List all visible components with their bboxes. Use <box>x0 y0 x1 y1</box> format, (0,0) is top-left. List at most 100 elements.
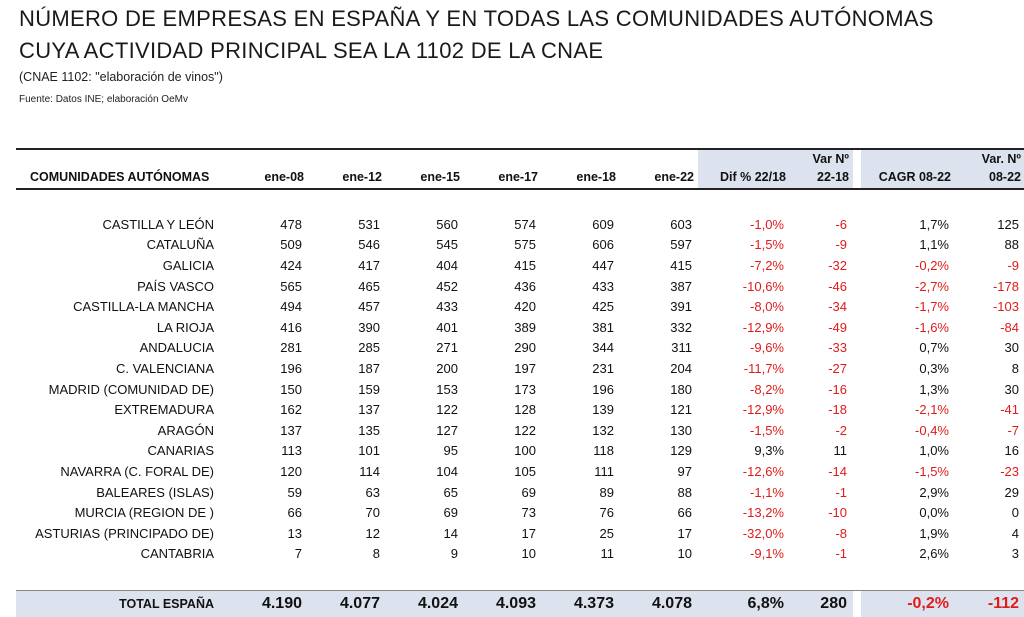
value-cell: 12 <box>365 525 380 541</box>
var2-cell: 30 <box>1004 340 1019 356</box>
dif-cell: -1,0% <box>750 216 784 232</box>
cagr-cell: 1,9% <box>919 525 949 541</box>
var2-cell: -103 <box>992 299 1019 315</box>
value-cell: 285 <box>358 340 380 356</box>
value-cell: 63 <box>365 484 380 500</box>
dif-cell: -1,1% <box>750 484 784 500</box>
value-cell: 97 <box>677 463 692 479</box>
value-cell: 104 <box>436 463 458 479</box>
dif-cell: -11,7% <box>743 360 784 376</box>
table-row: NAVARRA (C. FORAL DE) 120 114 104 105 111 97 -1… <box>16 461 1024 482</box>
value-cell: 401 <box>436 319 458 335</box>
value-cell: 88 <box>677 484 692 500</box>
value-cell: 4.024 <box>386 590 464 617</box>
header-cagr: CAGR 08-22 <box>861 166 955 190</box>
table-row: CATALUÑA 509 546 545 575 606 597 -1,5% -9 1,1% 88 <box>16 234 1024 256</box>
value-cell: 100 <box>514 443 536 459</box>
value-cell: 603 <box>670 216 692 232</box>
value-cell: 4.373 <box>542 590 620 617</box>
var2-cell: 30 <box>1004 381 1019 397</box>
var2-cell: 4 <box>1011 525 1019 541</box>
dif-cell: 9,3% <box>754 443 784 459</box>
value-cell: 494 <box>280 299 302 315</box>
value-cell: 130 <box>670 422 692 438</box>
region-name: CASTILLA Y LEÓN <box>102 216 214 232</box>
value-cell: 129 <box>670 443 692 459</box>
value-cell: 433 <box>436 299 458 315</box>
value-cell: 4.078 <box>620 590 698 617</box>
region-name: CANTABRIA <box>140 546 214 562</box>
value-cell: 332 <box>670 319 692 335</box>
value-cell: 196 <box>592 381 614 397</box>
var-cell: -16 <box>828 381 847 397</box>
value-cell: 180 <box>670 381 692 397</box>
value-cell: 271 <box>436 340 458 356</box>
value-cell: 122 <box>514 422 536 438</box>
dif-cell: -10,6% <box>742 278 784 294</box>
var-cell: -27 <box>828 360 847 376</box>
value-cell: 531 <box>358 216 380 232</box>
header-dif: Dif % 22/18 <box>698 166 790 190</box>
value-cell: 137 <box>280 422 302 438</box>
cagr-cell: 1,1% <box>919 237 949 253</box>
region-name: CASTILLA-LA MANCHA <box>73 299 214 315</box>
value-cell: 390 <box>358 319 380 335</box>
region-name: CATALUÑA <box>146 237 214 253</box>
value-cell: 425 <box>592 299 614 315</box>
region-name: TOTAL ESPAÑA <box>16 590 230 617</box>
dif-cell: 6,8% <box>698 590 790 617</box>
var-cell: -9 <box>835 237 847 253</box>
value-cell: 609 <box>592 216 614 232</box>
region-name: EXTREMADURA <box>114 402 214 418</box>
var-cell: 280 <box>790 590 853 617</box>
value-cell: 420 <box>514 299 536 315</box>
table-row: ARAGÓN 137 135 127 122 132 130 -1,5% -2 -0,4% -7 <box>16 419 1024 441</box>
cagr-cell: -1,5% <box>915 463 949 479</box>
value-cell: 391 <box>670 299 692 315</box>
region-name: MADRID (COMUNIDAD DE) <box>48 381 214 397</box>
value-cell: 150 <box>280 381 302 397</box>
value-cell: 121 <box>670 402 692 418</box>
var-cell: -1 <box>835 484 847 500</box>
source-note: Fuente: Datos INE; elaboración OeMv <box>19 94 188 105</box>
var-cell: -1 <box>835 546 847 562</box>
var-cell: -46 <box>828 278 847 294</box>
table-row: C. VALENCIANA 196 187 200 197 231 204 -11,7% -27… <box>16 358 1024 379</box>
value-cell: 281 <box>280 340 302 356</box>
value-cell: 597 <box>670 237 692 253</box>
dif-cell: -32,0% <box>742 525 784 541</box>
value-cell: 465 <box>358 278 380 294</box>
value-cell: 7 <box>294 546 302 562</box>
value-cell: 127 <box>436 422 458 438</box>
var2-cell: -112 <box>955 590 1024 617</box>
value-cell: 457 <box>358 299 380 315</box>
region-name: ASTURIAS (PRINCIPADO DE) <box>35 525 214 541</box>
value-cell: 311 <box>671 340 692 356</box>
var-cell: -18 <box>828 402 847 418</box>
table-row: EXTREMADURA 162 137 122 128 139 121 -12,9% -18 -2… <box>16 399 1024 420</box>
dif-cell: -9,6% <box>750 340 784 356</box>
value-cell: 159 <box>358 381 380 397</box>
subtitle: (CNAE 1102: "elaboración de vinos") <box>19 70 223 84</box>
value-cell: 387 <box>670 278 692 294</box>
value-cell: 196 <box>280 360 302 376</box>
value-cell: 59 <box>287 484 302 500</box>
cagr-cell: 1,7% <box>919 216 949 232</box>
var2-cell: 3 <box>1011 546 1019 562</box>
cagr-cell: -2,7% <box>915 278 949 294</box>
value-cell: 132 <box>592 422 614 438</box>
var2-cell: 88 <box>1004 237 1019 253</box>
dif-cell: -1,5% <box>750 422 784 438</box>
cagr-cell: -0,4% <box>915 422 949 438</box>
cagr-cell: -2,1% <box>915 402 949 418</box>
value-cell: 118 <box>593 443 614 459</box>
header-var-top: Var Nº <box>790 148 853 166</box>
value-cell: 76 <box>599 505 614 521</box>
table-row: CASTILLA-LA MANCHA 494 457 433 420 425 391 -8,0… <box>16 296 1024 317</box>
table-row: ANDALUCIA 281 285 271 290 344 311 -9,6% -33 0,7% 3… <box>16 337 1024 359</box>
dif-cell: -12,9% <box>742 319 784 335</box>
value-cell: 204 <box>670 360 692 376</box>
value-cell: 8 <box>372 546 380 562</box>
value-cell: 290 <box>514 340 536 356</box>
header-var2-bot: 08-22 <box>955 166 1024 190</box>
